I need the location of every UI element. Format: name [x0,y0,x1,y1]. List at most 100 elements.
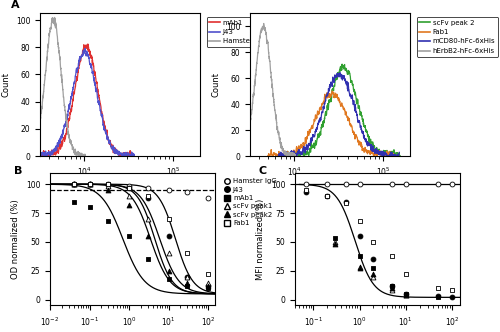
Point [402,292,409,298]
J43 [131,153,137,157]
Point [448,288,456,293]
mCD80-hFc-6xHis [396,150,402,154]
scFv peak 2 [350,87,356,91]
Point [332,236,340,241]
mCD80-hFc-6xHis [337,71,343,75]
mAb1 [107,139,113,143]
mCD80-hFc-6xHis [306,143,312,147]
Point [144,233,152,239]
J43 [98,114,104,118]
Point [164,233,172,239]
Point [434,295,442,300]
Point [86,182,94,187]
Point [184,190,192,195]
scFv peak 2 [370,142,376,146]
Point [104,182,112,187]
Hamster IgG [56,49,62,53]
Point [164,276,172,282]
Y-axis label: Count: Count [211,72,220,97]
Point [184,283,192,289]
Point [144,216,152,221]
Point [70,182,78,187]
Fab1 [350,129,356,133]
Point [302,187,310,193]
Hamster IgG [25,154,31,158]
Point [388,283,396,289]
Line: J43: J43 [34,49,134,156]
Point [70,182,78,187]
Point [144,185,152,190]
Point [104,183,112,188]
Point [356,182,364,187]
Point [448,182,456,187]
J43 [48,154,54,158]
mAb1 [130,151,136,155]
hErbB2-hFc-6xHis [245,130,251,134]
Point [356,233,364,239]
mCD80-hFc-6xHis [330,78,336,82]
Hamster IgG [18,153,24,157]
Point [342,182,349,187]
mCD80-hFc-6xHis [356,119,362,123]
Point [86,182,94,187]
hErbB2-hFc-6xHis [228,153,234,157]
Point [204,286,212,291]
Point [324,193,332,199]
Point [125,185,133,190]
Line: Fab1: Fab1 [268,91,396,156]
hErbB2-hFc-6xHis [258,32,264,36]
scFv peak 2 [335,73,341,77]
mAb1 [85,42,91,46]
Point [125,184,133,189]
Point [204,283,212,289]
mCD80-hFc-6xHis [366,143,372,147]
mAb1 [44,154,50,158]
Line: hErbB2-hFc-6xHis: hErbB2-hFc-6xHis [232,24,296,156]
Point [184,274,192,279]
Fab1 [288,152,294,156]
hErbB2-hFc-6xHis [260,22,266,26]
Point [370,272,378,277]
Point [125,193,133,199]
Point [370,257,378,262]
Point [324,182,332,187]
Point [104,218,112,224]
Point [356,218,364,224]
mCD80-hFc-6xHis [347,92,353,96]
Point [402,272,409,277]
Point [204,281,212,286]
Text: B: B [14,166,22,176]
Point [70,182,78,187]
mAb1 [37,151,43,155]
mAb1 [99,112,105,116]
Point [370,239,378,245]
Point [388,283,396,289]
scFv peak 2 [397,154,403,158]
mCD80-hFc-6xHis [297,149,303,153]
scFv peak 2 [304,150,310,154]
J43 [77,58,83,62]
Point [184,281,192,286]
Point [164,187,172,193]
Point [448,295,456,300]
J43 [58,138,64,142]
Point [184,274,192,279]
Point [184,251,192,256]
Point [434,182,442,187]
Line: mCD80-hFc-6xHis: mCD80-hFc-6xHis [278,73,400,156]
Point [144,196,152,201]
Point [434,286,442,291]
Point [370,266,378,271]
Point [86,182,94,187]
Fab1 [340,107,346,111]
mAb1 [92,70,98,74]
scFv peak 2 [360,118,366,122]
Point [302,190,310,195]
Point [356,265,364,270]
Point [402,182,409,187]
Y-axis label: Count: Count [1,72,10,97]
Point [204,196,212,201]
mCD80-hFc-6xHis [276,154,281,158]
Point [434,293,442,299]
Point [86,205,94,210]
